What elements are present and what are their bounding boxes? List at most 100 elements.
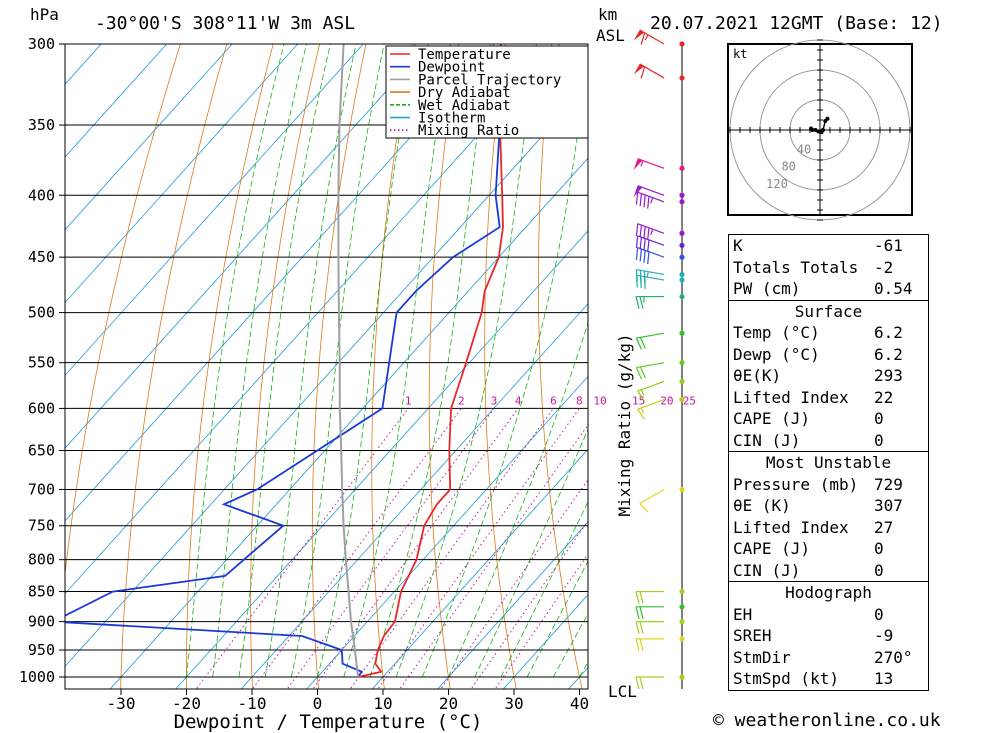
wind-barb-staff (637, 399, 665, 410)
indices-panel: K -61 Totals Totals -2 PW (cm) 0.54 Surface… (728, 234, 929, 691)
wind-barb-flag (647, 227, 650, 241)
dry-adiabat-line (923, 44, 1000, 703)
wind-barb-flag (640, 66, 646, 79)
hodo-row: SREH -9 (729, 625, 928, 647)
wind-barb-flag (643, 194, 646, 208)
wet-adiabat-line (343, 44, 451, 678)
wind-barb-flag (639, 248, 643, 262)
mixing-ratio-line (286, 408, 495, 689)
wind-barb-flag (639, 591, 644, 604)
hodo-label: EH (733, 604, 753, 624)
dry-adiabat-line (250, 44, 320, 689)
wind-barb-flag (635, 223, 639, 237)
wind-barb-flag (643, 238, 646, 251)
index-value: -61 (874, 236, 903, 255)
mu-label: CIN (J) (733, 560, 801, 580)
wind-level-dot (679, 192, 685, 198)
isotherm-line (65, 44, 364, 376)
pressure-tick-label: 300 (28, 35, 55, 53)
dry-adiabat-line (428, 44, 460, 689)
wind-barb-flag (639, 638, 644, 651)
wind-barb-staff (636, 268, 665, 276)
pressure-tick-label: 900 (28, 613, 55, 631)
wind-barb-pennant (633, 158, 643, 170)
isotherm-line (109, 157, 588, 689)
wind-barb-staff (636, 332, 665, 339)
hodo-label: SREH (733, 626, 772, 645)
wind-barb-pennant (633, 30, 645, 41)
wind-barb-flag (635, 606, 640, 619)
mixing-ratio-label: 3 (491, 394, 498, 407)
dry-adiabat-line (970, 44, 1000, 703)
location-title: -30°00'S 308°11'W 3m ASL (95, 13, 356, 34)
index-value: 0.54 (874, 279, 913, 298)
hodograph-ring-label: 40 (797, 142, 811, 156)
wind-barb-flag (639, 296, 644, 309)
pressure-tick-label: 800 (28, 551, 55, 569)
mu-value: 27 (874, 517, 894, 537)
wind-barb-staff (637, 235, 665, 246)
mixing-ratio-label: 6 (550, 394, 557, 407)
hodograph-point (821, 128, 825, 132)
wind-level-dot (679, 674, 685, 680)
wind-barb-flag (639, 337, 646, 349)
wind-barb-flag (639, 621, 644, 634)
dry-adiabat-line (186, 44, 274, 689)
temperature-tick-label: -20 (172, 694, 201, 713)
temperature-tick-label: 30 (504, 694, 523, 713)
mixing-ratio-line (440, 478, 588, 689)
pressure-tick-label: 950 (28, 641, 55, 659)
surface-label: Dewp (°C) (733, 344, 820, 364)
mu-label: θE (K) (733, 496, 791, 515)
surface-row: θE(K) 293 (729, 365, 928, 387)
surface-row: Lifted Index 22 (729, 387, 928, 409)
surface-title: Surface (729, 299, 928, 323)
index-label: PW (cm) (733, 279, 801, 298)
wind-level-dot (679, 75, 685, 81)
mixing-ratio-axis-label: Mixing Ratio (g/kg) (615, 333, 634, 516)
index-row: K -61 (729, 235, 928, 257)
copyright-link[interactable]: © weatheronline.co.uk (713, 710, 941, 731)
wind-barb-flag (639, 275, 642, 289)
asl-label: ASL (596, 26, 625, 45)
hodograph-point (809, 126, 813, 131)
surface-value: 0 (874, 430, 884, 450)
surface-value: 293 (874, 366, 903, 385)
pressure-tick-label: 500 (28, 304, 55, 322)
isotherm-line (65, 44, 560, 595)
pressure-unit-label: hPa (30, 5, 59, 24)
wind-barb-flag (639, 676, 644, 690)
temperature-tick-label: -30 (107, 694, 136, 713)
isotherm-line (65, 44, 233, 231)
wind-barb-staff (637, 380, 665, 392)
pressure-tick-label: 600 (28, 399, 55, 417)
mu-row: θE (K) 307 (729, 495, 928, 517)
wind-barb-flag (635, 296, 640, 309)
wind-level-dot (679, 242, 685, 248)
plot-frame (64, 43, 589, 690)
wind-barb-flag (635, 621, 640, 634)
legend-item-label: Dewpoint (418, 60, 485, 76)
surface-value: 22 (874, 387, 894, 407)
wind-barb-staff (637, 223, 665, 234)
wind-barb-flag (639, 606, 644, 619)
wind-barb-flag (635, 367, 643, 380)
wind-level-dot (679, 271, 685, 278)
index-label: Totals Totals (733, 257, 859, 277)
pressure-tick-label: 450 (28, 248, 55, 266)
mu-row: CAPE (J) 0 (729, 538, 928, 560)
wind-barb-staff (637, 191, 665, 203)
pressure-tick-label: 650 (28, 442, 55, 460)
pressure-tick-label: 750 (28, 517, 55, 535)
wind-barb-flag (635, 192, 639, 205)
mixing-ratio-line (399, 424, 588, 689)
wind-barb-flag (643, 250, 646, 263)
mu-label: Lifted Index (733, 517, 849, 537)
legend-item-label: Wet Adiabat (418, 98, 511, 114)
wind-level-dot (679, 277, 685, 283)
wind-barb-flag (635, 275, 638, 288)
wind-barb-staff (636, 274, 665, 281)
mu-value: 307 (874, 496, 903, 515)
wind-barb-flag (635, 638, 640, 651)
